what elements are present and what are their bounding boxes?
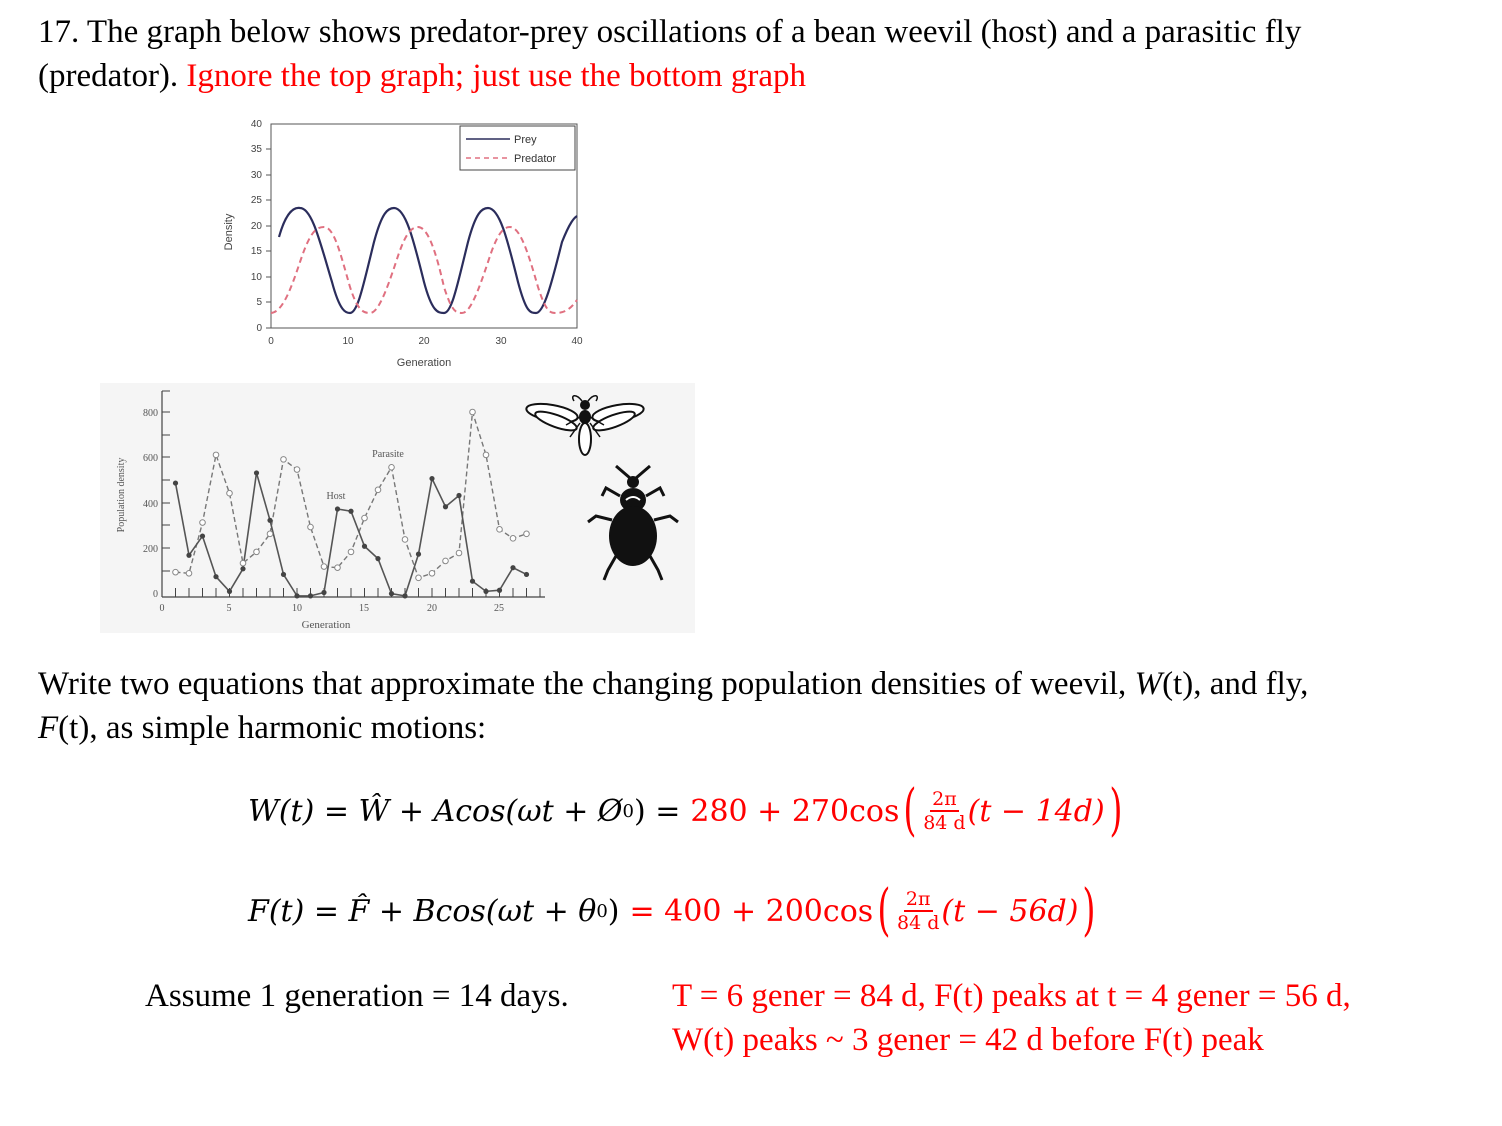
svg-text:5: 5 — [227, 603, 232, 614]
svg-text:15: 15 — [359, 603, 369, 614]
svg-text:10: 10 — [342, 336, 354, 347]
eq-f-rhs-pre: = 400 + 200cos — [629, 893, 874, 929]
eq-w-paren-open: ( — [903, 778, 917, 843]
svg-text:0: 0 — [268, 336, 274, 347]
top-chart-svg: 0 5 10 15 20 25 30 35 40 0 10 20 30 40 Generation… — [223, 119, 583, 369]
answer-note-line-2: W(t) peaks ~ 3 gener = 42 d before F(t) … — [672, 1022, 1264, 1058]
eq-f-lhs: F(t) = F̂ + Bcos(ωt + θ — [248, 893, 597, 929]
top-chart-legend: Prey Predator — [459, 125, 576, 171]
svg-text:10: 10 — [251, 272, 263, 283]
svg-text:200: 200 — [143, 544, 158, 555]
eq-f-sub: 0 — [596, 900, 608, 922]
fly-illustration — [525, 395, 645, 456]
svg-text:10: 10 — [292, 603, 302, 614]
svg-text:0: 0 — [256, 323, 262, 334]
equation-fly: F(t) = F̂ + Bcos(ωt + θ 0) = 400 + 200cos… — [248, 878, 1100, 944]
top-ylabel: Density — [223, 213, 235, 250]
svg-text:0: 0 — [153, 589, 158, 600]
svg-text:5: 5 — [256, 297, 262, 308]
weevil-symbol: W — [1134, 666, 1163, 702]
question-text: The graph below shows predator-prey osci… — [86, 14, 1302, 50]
question-line-2: (predator). Ignore the top graph; just u… — [38, 54, 806, 98]
svg-text:20: 20 — [251, 221, 263, 232]
top-chart-prey-predator: 0 5 10 15 20 25 30 35 40 0 10 20 30 40 Generation… — [200, 112, 600, 380]
bottom-ylabel: Population density — [116, 458, 127, 533]
fly-arg: (t) — [58, 710, 90, 746]
answer-note-line-1: T = 6 gener = 84 d, F(t) peaks at t = 4 … — [672, 978, 1351, 1014]
eq-f-lhs-close: ) — [607, 893, 620, 929]
svg-text:40: 40 — [251, 119, 263, 130]
eq-w-sub: 0 — [622, 800, 634, 822]
eq-w-frac-num: 2π — [930, 788, 959, 812]
svg-text:15: 15 — [251, 246, 263, 257]
svg-text:Predator: Predator — [514, 153, 557, 165]
eq-f-paren-close: ) — [1082, 878, 1096, 943]
svg-text:30: 30 — [251, 170, 263, 181]
weevil-arg: (t) — [1162, 666, 1194, 702]
weevil-illustration — [587, 464, 679, 581]
assumption-text: Assume 1 generation = 14 days. — [145, 978, 569, 1014]
svg-text:400: 400 — [143, 499, 158, 510]
question-text-cont: (predator). — [38, 58, 179, 94]
eq-f-rhs-post: (t − 56d) — [941, 893, 1079, 929]
bottom-chart-svg: 800 600 400 200 0 0 5 10 15 20 25 Generation Po… — [116, 390, 679, 631]
eq-w-rhs-post: (t − 14d) — [967, 793, 1105, 829]
eq-w-frac-den: 84 d — [923, 812, 966, 834]
prompt-line-2: F(t), as simple harmonic motions: — [38, 706, 486, 750]
eq-f-frac-num: 2π — [903, 888, 933, 912]
eq-f-fraction: 2π 84 d — [897, 888, 939, 934]
svg-text:20: 20 — [427, 603, 437, 614]
eq-w-lhs-close: ) = — [633, 793, 681, 829]
svg-text:40: 40 — [571, 336, 583, 347]
prompt-text-cont: , and fly, — [1193, 666, 1309, 702]
eq-w-rhs-pre: 280 + 270cos — [690, 793, 900, 829]
svg-text:35: 35 — [251, 144, 263, 155]
bottom-chart-host-parasite: 800 600 400 200 0 0 5 10 15 20 25 Generation Po… — [100, 383, 695, 633]
prompt-line-1: Write two equations that approximate the… — [38, 662, 1308, 706]
host-label: Host — [327, 491, 346, 502]
svg-text:600: 600 — [143, 453, 158, 464]
top-xlabel: Generation — [397, 357, 451, 369]
svg-text:25: 25 — [251, 195, 263, 206]
parasite-label: Parasite — [372, 449, 404, 460]
question-line-1: 17. The graph below shows predator-prey … — [38, 10, 1301, 54]
svg-text:800: 800 — [143, 408, 158, 419]
svg-text:30: 30 — [495, 336, 507, 347]
fly-symbol: F — [38, 710, 59, 746]
eq-f-rhs: = 400 + 200cos ( 2π 84 d (t − 56d) ) — [629, 883, 1100, 939]
bottom-xlabel: Generation — [302, 619, 351, 631]
svg-text:0: 0 — [160, 603, 165, 614]
question-number: 17. — [38, 14, 80, 50]
eq-f-frac-den: 84 d — [897, 912, 940, 934]
eq-f-paren-open: ( — [877, 878, 891, 943]
instruction-note: Ignore the top graph; just use the botto… — [186, 58, 806, 94]
eq-w-lhs: W(t) = Ŵ + Acos(ωt + Ø — [248, 793, 623, 829]
equation-weevil: W(t) = Ŵ + Acos(ωt + Ø 0) = 280 + 270cos … — [248, 778, 1127, 844]
svg-text:20: 20 — [418, 336, 430, 347]
eq-w-fraction: 2π 84 d — [923, 788, 965, 834]
eq-w-rhs: 280 + 270cos ( 2π 84 d (t − 14d) ) — [690, 783, 1126, 839]
svg-text:25: 25 — [494, 603, 504, 614]
eq-w-paren-close: ) — [1109, 778, 1123, 843]
prompt-text-end: , as simple harmonic motions: — [89, 710, 487, 746]
prompt-text: Write two equations that approximate the… — [38, 666, 1127, 702]
svg-text:Prey: Prey — [514, 134, 537, 146]
